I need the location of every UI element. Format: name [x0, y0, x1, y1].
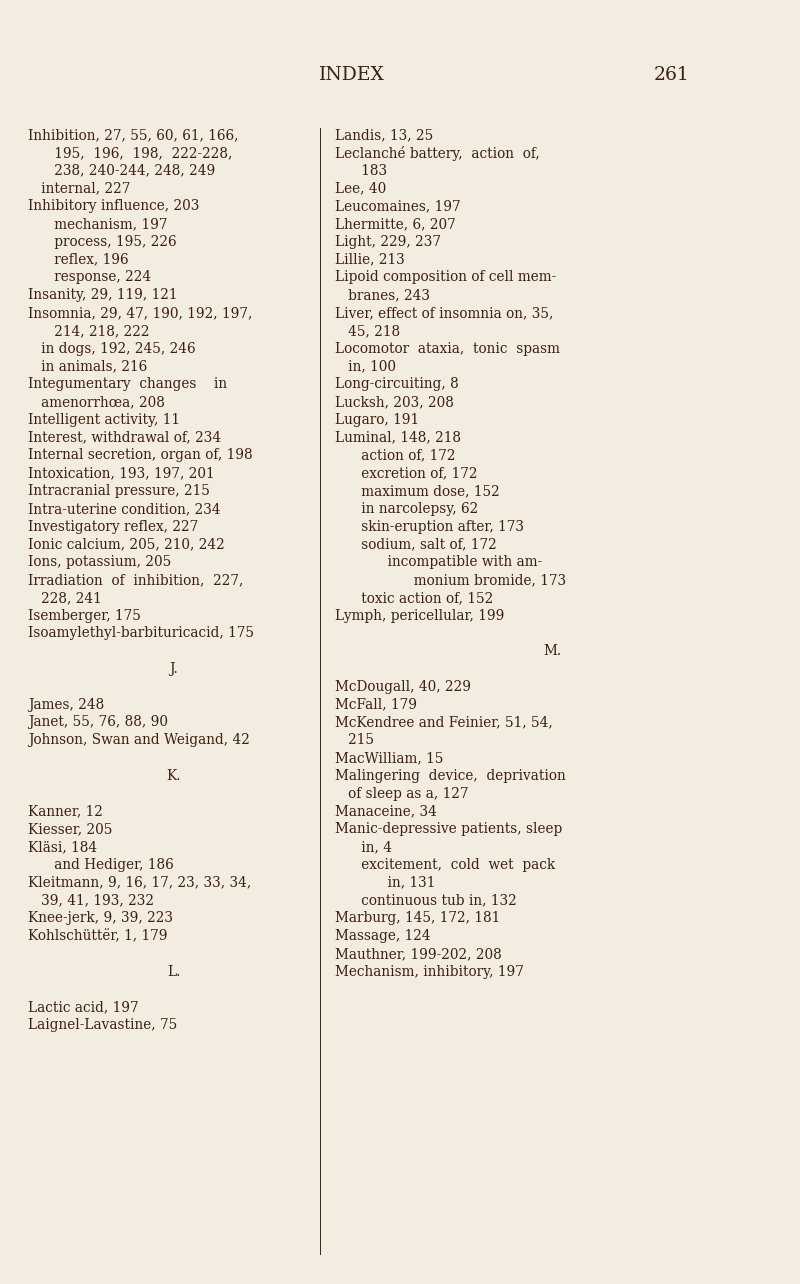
Text: Malingering  device,  deprivation: Malingering device, deprivation: [335, 769, 566, 783]
Text: K.: K.: [166, 769, 182, 783]
Text: amenorrhœa, 208: amenorrhœa, 208: [28, 395, 165, 410]
Text: Kiesser, 205: Kiesser, 205: [28, 822, 112, 836]
Text: Kanner, 12: Kanner, 12: [28, 804, 103, 818]
Text: in narcolepsy, 62: in narcolepsy, 62: [335, 502, 478, 516]
Text: MacWilliam, 15: MacWilliam, 15: [335, 751, 443, 765]
Text: McKendree and Feinier, 51, 54,: McKendree and Feinier, 51, 54,: [335, 715, 553, 729]
Text: 39, 41, 193, 232: 39, 41, 193, 232: [28, 894, 154, 908]
Text: in dogs, 192, 245, 246: in dogs, 192, 245, 246: [28, 342, 196, 356]
Text: continuous tub in, 132: continuous tub in, 132: [335, 894, 517, 908]
Text: Inhibitory influence, 203: Inhibitory influence, 203: [28, 199, 199, 213]
Text: Laignel-Lavastine, 75: Laignel-Lavastine, 75: [28, 1018, 178, 1032]
Text: J.: J.: [170, 663, 178, 675]
Text: branes, 243: branes, 243: [335, 288, 430, 302]
Text: Isoamylethyl-barbituricacid, 175: Isoamylethyl-barbituricacid, 175: [28, 627, 254, 641]
Text: 214, 218, 222: 214, 218, 222: [28, 324, 150, 338]
Text: sodium, salt of, 172: sodium, salt of, 172: [335, 538, 497, 551]
Text: 183: 183: [335, 163, 387, 177]
Text: in, 131: in, 131: [335, 876, 435, 890]
Text: Mauthner, 199-202, 208: Mauthner, 199-202, 208: [335, 946, 502, 960]
Text: Lipoid composition of cell mem-: Lipoid composition of cell mem-: [335, 271, 556, 284]
Text: L.: L.: [167, 964, 181, 978]
Text: skin-eruption after, 173: skin-eruption after, 173: [335, 520, 524, 534]
Text: Leucomaines, 197: Leucomaines, 197: [335, 199, 461, 213]
Text: action of, 172: action of, 172: [335, 448, 455, 462]
Text: McFall, 179: McFall, 179: [335, 697, 417, 711]
Text: Intra-uterine condition, 234: Intra-uterine condition, 234: [28, 502, 221, 516]
Text: Kleitmann, 9, 16, 17, 23, 33, 34,: Kleitmann, 9, 16, 17, 23, 33, 34,: [28, 876, 251, 890]
Text: Lucksh, 203, 208: Lucksh, 203, 208: [335, 395, 454, 410]
Text: Lee, 40: Lee, 40: [335, 181, 386, 195]
Text: Lillie, 213: Lillie, 213: [335, 253, 405, 267]
Text: toxic action of, 152: toxic action of, 152: [335, 591, 494, 605]
Text: response, 224: response, 224: [28, 271, 151, 284]
Text: Inhibition, 27, 55, 60, 61, 166,: Inhibition, 27, 55, 60, 61, 166,: [28, 128, 238, 143]
Text: maximum dose, 152: maximum dose, 152: [335, 484, 500, 498]
Text: Lugaro, 191: Lugaro, 191: [335, 412, 419, 426]
Text: Kläsi, 184: Kläsi, 184: [28, 840, 97, 854]
Text: in animals, 216: in animals, 216: [28, 360, 147, 374]
Text: in, 100: in, 100: [335, 360, 396, 374]
Text: of sleep as a, 127: of sleep as a, 127: [335, 787, 469, 801]
Text: McDougall, 40, 229: McDougall, 40, 229: [335, 679, 471, 693]
Text: Leclanché battery,  action  of,: Leclanché battery, action of,: [335, 146, 540, 160]
Text: Knee-jerk, 9, 39, 223: Knee-jerk, 9, 39, 223: [28, 912, 173, 926]
Text: incompatible with am-: incompatible with am-: [335, 555, 542, 569]
Text: process, 195, 226: process, 195, 226: [28, 235, 177, 249]
Text: excretion of, 172: excretion of, 172: [335, 466, 478, 480]
Text: Light, 229, 237: Light, 229, 237: [335, 235, 441, 249]
Text: 215: 215: [335, 733, 374, 747]
Text: M.: M.: [543, 645, 562, 659]
Text: internal, 227: internal, 227: [28, 181, 130, 195]
Text: James, 248: James, 248: [28, 697, 104, 711]
Text: Locomotor  ataxia,  tonic  spasm: Locomotor ataxia, tonic spasm: [335, 342, 560, 356]
Text: Intelligent activity, 11: Intelligent activity, 11: [28, 412, 180, 426]
Text: 228, 241: 228, 241: [28, 591, 102, 605]
Text: monium bromide, 173: monium bromide, 173: [335, 573, 566, 587]
Text: Johnson, Swan and Weigand, 42: Johnson, Swan and Weigand, 42: [28, 733, 250, 747]
Text: excitement,  cold  wet  pack: excitement, cold wet pack: [335, 858, 555, 872]
Text: Lymph, pericellular, 199: Lymph, pericellular, 199: [335, 609, 504, 623]
Text: mechanism, 197: mechanism, 197: [28, 217, 167, 231]
Text: 45, 218: 45, 218: [335, 324, 400, 338]
Text: Insanity, 29, 119, 121: Insanity, 29, 119, 121: [28, 288, 178, 302]
Text: Intracranial pressure, 215: Intracranial pressure, 215: [28, 484, 210, 498]
Text: 238, 240-244, 248, 249: 238, 240-244, 248, 249: [28, 163, 215, 177]
Text: Mechanism, inhibitory, 197: Mechanism, inhibitory, 197: [335, 964, 524, 978]
Text: Ions, potassium, 205: Ions, potassium, 205: [28, 555, 171, 569]
Text: Massage, 124: Massage, 124: [335, 930, 430, 942]
Text: Luminal, 148, 218: Luminal, 148, 218: [335, 430, 461, 444]
Text: Marburg, 145, 172, 181: Marburg, 145, 172, 181: [335, 912, 500, 926]
Text: Intoxication, 193, 197, 201: Intoxication, 193, 197, 201: [28, 466, 214, 480]
Text: Liver, effect of insomnia on, 35,: Liver, effect of insomnia on, 35,: [335, 306, 554, 320]
Text: in, 4: in, 4: [335, 840, 392, 854]
Text: Insomnia, 29, 47, 190, 192, 197,: Insomnia, 29, 47, 190, 192, 197,: [28, 306, 252, 320]
Text: Kohlschüttër, 1, 179: Kohlschüttër, 1, 179: [28, 930, 167, 942]
Text: reflex, 196: reflex, 196: [28, 253, 129, 267]
Text: INDEX: INDEX: [319, 65, 385, 83]
Text: Integumentary  changes    in: Integumentary changes in: [28, 377, 227, 392]
Text: Isemberger, 175: Isemberger, 175: [28, 609, 141, 623]
Text: Lhermitte, 6, 207: Lhermitte, 6, 207: [335, 217, 456, 231]
Text: Interest, withdrawal of, 234: Interest, withdrawal of, 234: [28, 430, 221, 444]
Text: 195,  196,  198,  222-228,: 195, 196, 198, 222-228,: [28, 146, 232, 159]
Text: Irradiation  of  inhibition,  227,: Irradiation of inhibition, 227,: [28, 573, 243, 587]
Text: Internal secretion, organ of, 198: Internal secretion, organ of, 198: [28, 448, 253, 462]
Text: Ionic calcium, 205, 210, 242: Ionic calcium, 205, 210, 242: [28, 538, 225, 551]
Text: and Hediger, 186: and Hediger, 186: [28, 858, 174, 872]
Text: Janet, 55, 76, 88, 90: Janet, 55, 76, 88, 90: [28, 715, 168, 729]
Text: Lactic acid, 197: Lactic acid, 197: [28, 1000, 138, 1014]
Text: Manaceine, 34: Manaceine, 34: [335, 804, 437, 818]
Text: 261: 261: [654, 65, 690, 83]
Text: Landis, 13, 25: Landis, 13, 25: [335, 128, 434, 143]
Text: Investigatory reflex, 227: Investigatory reflex, 227: [28, 520, 198, 534]
Text: Long-circuiting, 8: Long-circuiting, 8: [335, 377, 458, 392]
Text: Manic-depressive patients, sleep: Manic-depressive patients, sleep: [335, 822, 562, 836]
